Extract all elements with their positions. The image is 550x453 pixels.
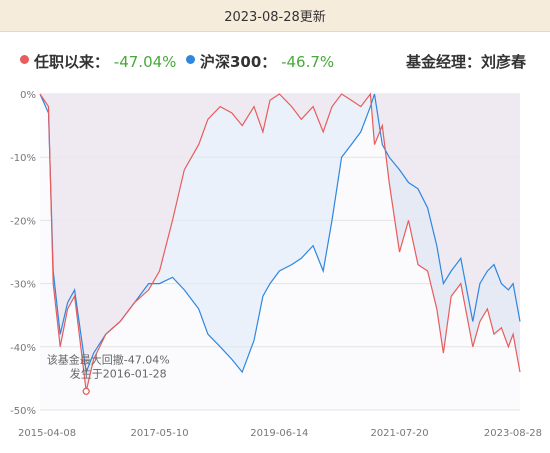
fund-legend-value: -47.04%	[113, 53, 177, 71]
y-tick-label: -40%	[10, 343, 36, 354]
fund-area	[40, 94, 520, 392]
update-date: 2023-08-28更新	[224, 10, 326, 25]
fund-legend-label: 任职以来：	[34, 53, 110, 71]
spread-area	[40, 94, 520, 392]
y-tick-label: -30%	[10, 280, 36, 291]
x-tick-label: 2017-05-10	[130, 428, 188, 439]
y-tick-label: -10%	[10, 153, 36, 164]
index-legend-dot	[186, 55, 195, 64]
fund-legend-item: 任职以来： -47.04%	[34, 51, 176, 72]
y-tick-label: -20%	[10, 216, 36, 227]
max-drawdown-date: 发生于2016-01-28	[70, 366, 167, 380]
series-lines	[39, 92, 521, 392]
index-legend-label: 沪深300：	[200, 53, 277, 71]
x-tick-label: 2021-07-20	[370, 428, 428, 439]
y-ticks: 0% -10% -20% -30% -40% -50%	[10, 90, 36, 417]
x-tick-label: 2019-06-14	[250, 428, 308, 439]
area-fills	[40, 94, 520, 392]
chart-legend: 任职以来： -47.04% 沪深300： -46.7% 基金经理：刘彦春	[0, 45, 550, 73]
max-drawdown-marker	[82, 387, 90, 395]
update-header: 2023-08-28更新	[0, 0, 550, 32]
index-legend-item: 沪深300： -46.7%	[200, 51, 334, 72]
y-tick-label: 0%	[20, 90, 36, 101]
fund-legend-dot	[20, 55, 29, 64]
max-drawdown-annotation: 该基金最大回撤-47.04% 发生于2016-01-28	[47, 352, 170, 395]
fund-manager: 基金经理：刘彦春	[405, 53, 526, 71]
y-tick-label: -50%	[10, 406, 36, 417]
x-tick-label: 2023-08-28	[484, 428, 542, 439]
max-drawdown-text: 该基金最大回撤-47.04%	[47, 352, 170, 366]
x-tick-label: 2015-04-08	[18, 428, 76, 439]
x-ticks: 2015-04-08 2017-05-10 2019-06-14 2021-07-20…	[18, 428, 542, 439]
index-legend-value: -46.7%	[281, 53, 335, 71]
fund-line	[39, 92, 521, 392]
